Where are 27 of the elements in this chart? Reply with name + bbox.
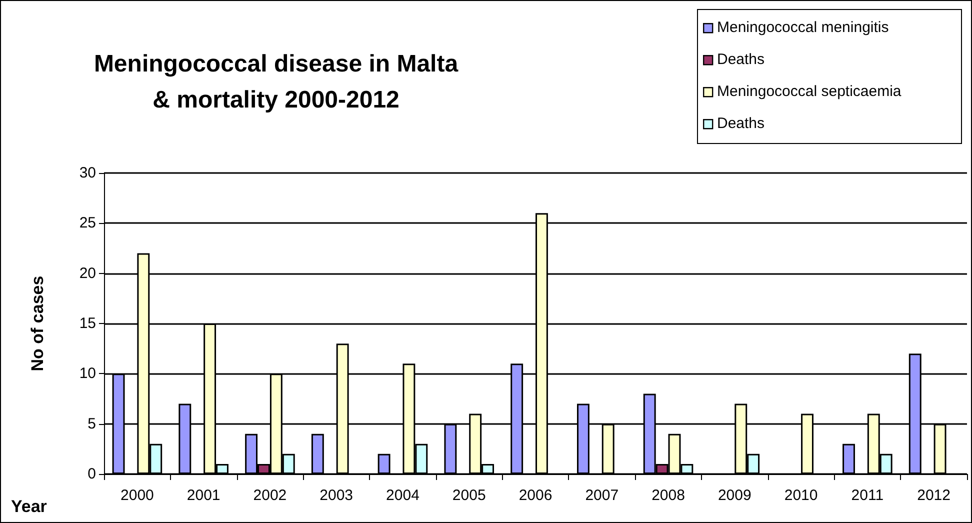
x-tick-label: 2012 xyxy=(917,487,950,504)
y-tick-label: 25 xyxy=(79,214,96,232)
y-tick-label: 20 xyxy=(79,264,96,282)
x-axis-title: Year xyxy=(11,497,48,516)
y-tick-label: 10 xyxy=(79,365,96,382)
x-tick-label: 2001 xyxy=(186,487,220,504)
y-tick-label: 5 xyxy=(88,415,96,432)
x-tick-label: 2005 xyxy=(452,487,486,504)
x-tick-label: 2009 xyxy=(718,487,752,504)
x-tick-label: 2000 xyxy=(120,487,154,504)
legend-label: Deaths xyxy=(717,51,765,68)
y-tick-label: 0 xyxy=(88,466,96,482)
x-tick-label: 2007 xyxy=(585,487,619,504)
x-tick-label: 2008 xyxy=(652,487,685,504)
chart-title: Meningococcal disease in Malta & mortality 2000-2012 xyxy=(94,50,459,114)
x-tick-label: 2011 xyxy=(851,487,884,504)
y-tick-label: 30 xyxy=(79,164,96,182)
x-tick-label: 2003 xyxy=(320,487,354,504)
y-tick-label: 15 xyxy=(79,315,96,332)
legend-label: Deaths xyxy=(717,115,765,132)
x-tick-label: 2004 xyxy=(386,487,420,504)
y-axis-title: No of cases xyxy=(28,276,47,372)
x-tick-label: 2010 xyxy=(784,487,818,504)
legend-label: Meningococcal meningitis xyxy=(717,19,889,36)
x-tick-label: 2006 xyxy=(518,487,552,504)
legend-label: Meningococcal septicaemia xyxy=(717,83,902,100)
x-tick-label: 2002 xyxy=(253,487,287,504)
